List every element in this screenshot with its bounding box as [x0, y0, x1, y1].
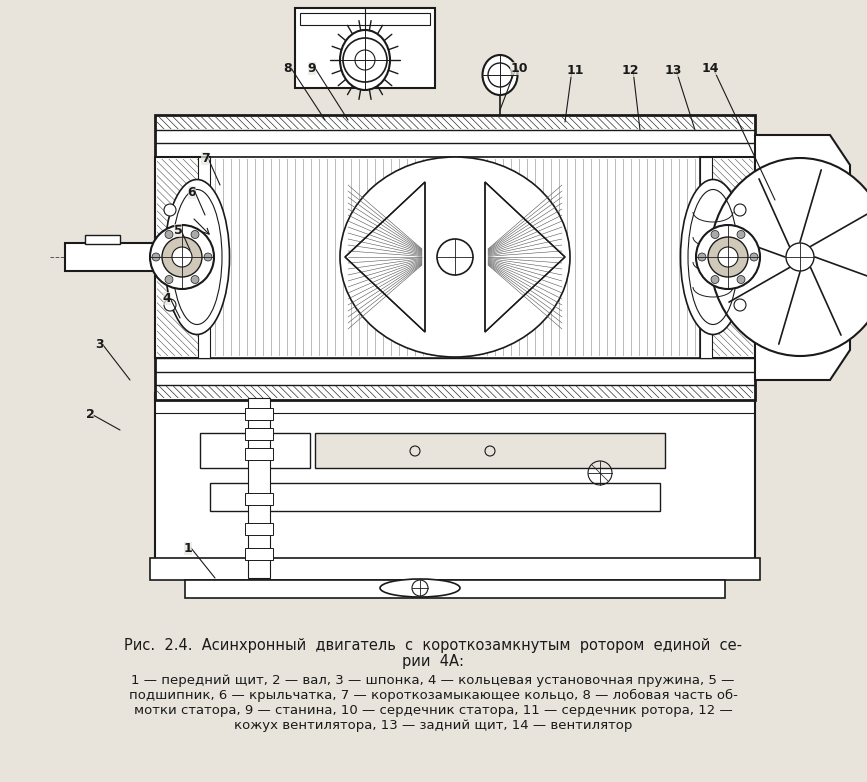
Text: 6: 6 [187, 185, 196, 199]
Circle shape [164, 299, 176, 311]
Ellipse shape [681, 180, 746, 335]
Circle shape [786, 243, 814, 271]
Text: Рис.  2.4.  Асинхронный  двигатель  с  короткозамкнутым  ротором  единой  се-: Рис. 2.4. Асинхронный двигатель с коротк… [124, 638, 742, 653]
Circle shape [734, 204, 746, 216]
Bar [245, 548, 273, 560]
Bar [200, 433, 310, 468]
Ellipse shape [380, 579, 460, 597]
Circle shape [343, 38, 387, 82]
Circle shape [711, 275, 719, 284]
Circle shape [191, 275, 199, 284]
Circle shape [750, 253, 758, 261]
Circle shape [488, 63, 512, 87]
Bar [245, 493, 273, 505]
Circle shape [708, 237, 748, 277]
Circle shape [737, 275, 745, 284]
Ellipse shape [165, 180, 230, 335]
Bar [300, 13, 430, 25]
Ellipse shape [710, 158, 867, 356]
Circle shape [355, 50, 375, 70]
Text: 13: 13 [664, 63, 681, 77]
Bar [155, 393, 755, 578]
Circle shape [412, 580, 428, 596]
Circle shape [204, 253, 212, 261]
Text: 3: 3 [95, 339, 104, 351]
Bar [155, 115, 755, 400]
Text: 1: 1 [184, 541, 192, 554]
Text: 11: 11 [566, 63, 583, 77]
Bar [700, 157, 755, 358]
Text: 7: 7 [200, 152, 209, 164]
Circle shape [164, 204, 176, 216]
Circle shape [737, 231, 745, 239]
Circle shape [172, 247, 192, 267]
Ellipse shape [340, 30, 390, 90]
Circle shape [152, 253, 160, 261]
Bar [245, 523, 273, 535]
Ellipse shape [340, 157, 570, 357]
Bar [245, 408, 273, 420]
Circle shape [698, 253, 706, 261]
Text: 5: 5 [173, 224, 182, 236]
Text: 4: 4 [163, 292, 172, 304]
Polygon shape [345, 182, 425, 332]
Circle shape [150, 225, 214, 289]
Circle shape [711, 231, 719, 239]
Circle shape [734, 299, 746, 311]
Circle shape [191, 231, 199, 239]
Circle shape [718, 247, 738, 267]
Text: кожух вентилятора, 13 — задний щит, 14 — вентилятор: кожух вентилятора, 13 — задний щит, 14 —… [234, 719, 632, 732]
Text: 12: 12 [622, 63, 639, 77]
Bar [198, 157, 210, 358]
Circle shape [165, 231, 173, 239]
Bar [150, 558, 760, 580]
Text: 1 — передний щит, 2 — вал, 3 — шпонка, 4 — кольцевая установочная пружина, 5 —: 1 — передний щит, 2 — вал, 3 — шпонка, 4… [131, 674, 734, 687]
Bar [245, 428, 273, 440]
Polygon shape [755, 135, 850, 380]
Bar [700, 157, 712, 358]
Bar [210, 483, 660, 511]
Text: 9: 9 [308, 62, 316, 74]
Bar [85, 235, 120, 244]
Circle shape [162, 237, 202, 277]
Bar [210, 157, 700, 358]
Text: рии  4А:: рии 4А: [402, 654, 464, 669]
Bar [755, 243, 775, 271]
Bar [295, 8, 435, 88]
Bar [245, 448, 273, 460]
Bar [155, 157, 210, 358]
Circle shape [165, 275, 173, 284]
Bar [248, 398, 270, 578]
Bar [185, 580, 725, 598]
Text: мотки статора, 9 — станина, 10 — сердечник статора, 11 — сердечник ротора, 12 —: мотки статора, 9 — станина, 10 — сердечн… [134, 704, 733, 717]
Text: 8: 8 [284, 62, 292, 74]
Text: подшипник, 6 — крыльчатка, 7 — короткозамыкающее кольцо, 8 — лобовая часть об-: подшипник, 6 — крыльчатка, 7 — короткоза… [128, 689, 738, 702]
Text: 10: 10 [511, 62, 528, 74]
Circle shape [437, 239, 473, 275]
Circle shape [696, 225, 760, 289]
Text: 2: 2 [86, 408, 95, 421]
Bar [315, 433, 665, 468]
Bar [65, 243, 155, 271]
Ellipse shape [483, 55, 518, 95]
Text: 14: 14 [701, 62, 719, 74]
Polygon shape [485, 182, 565, 332]
